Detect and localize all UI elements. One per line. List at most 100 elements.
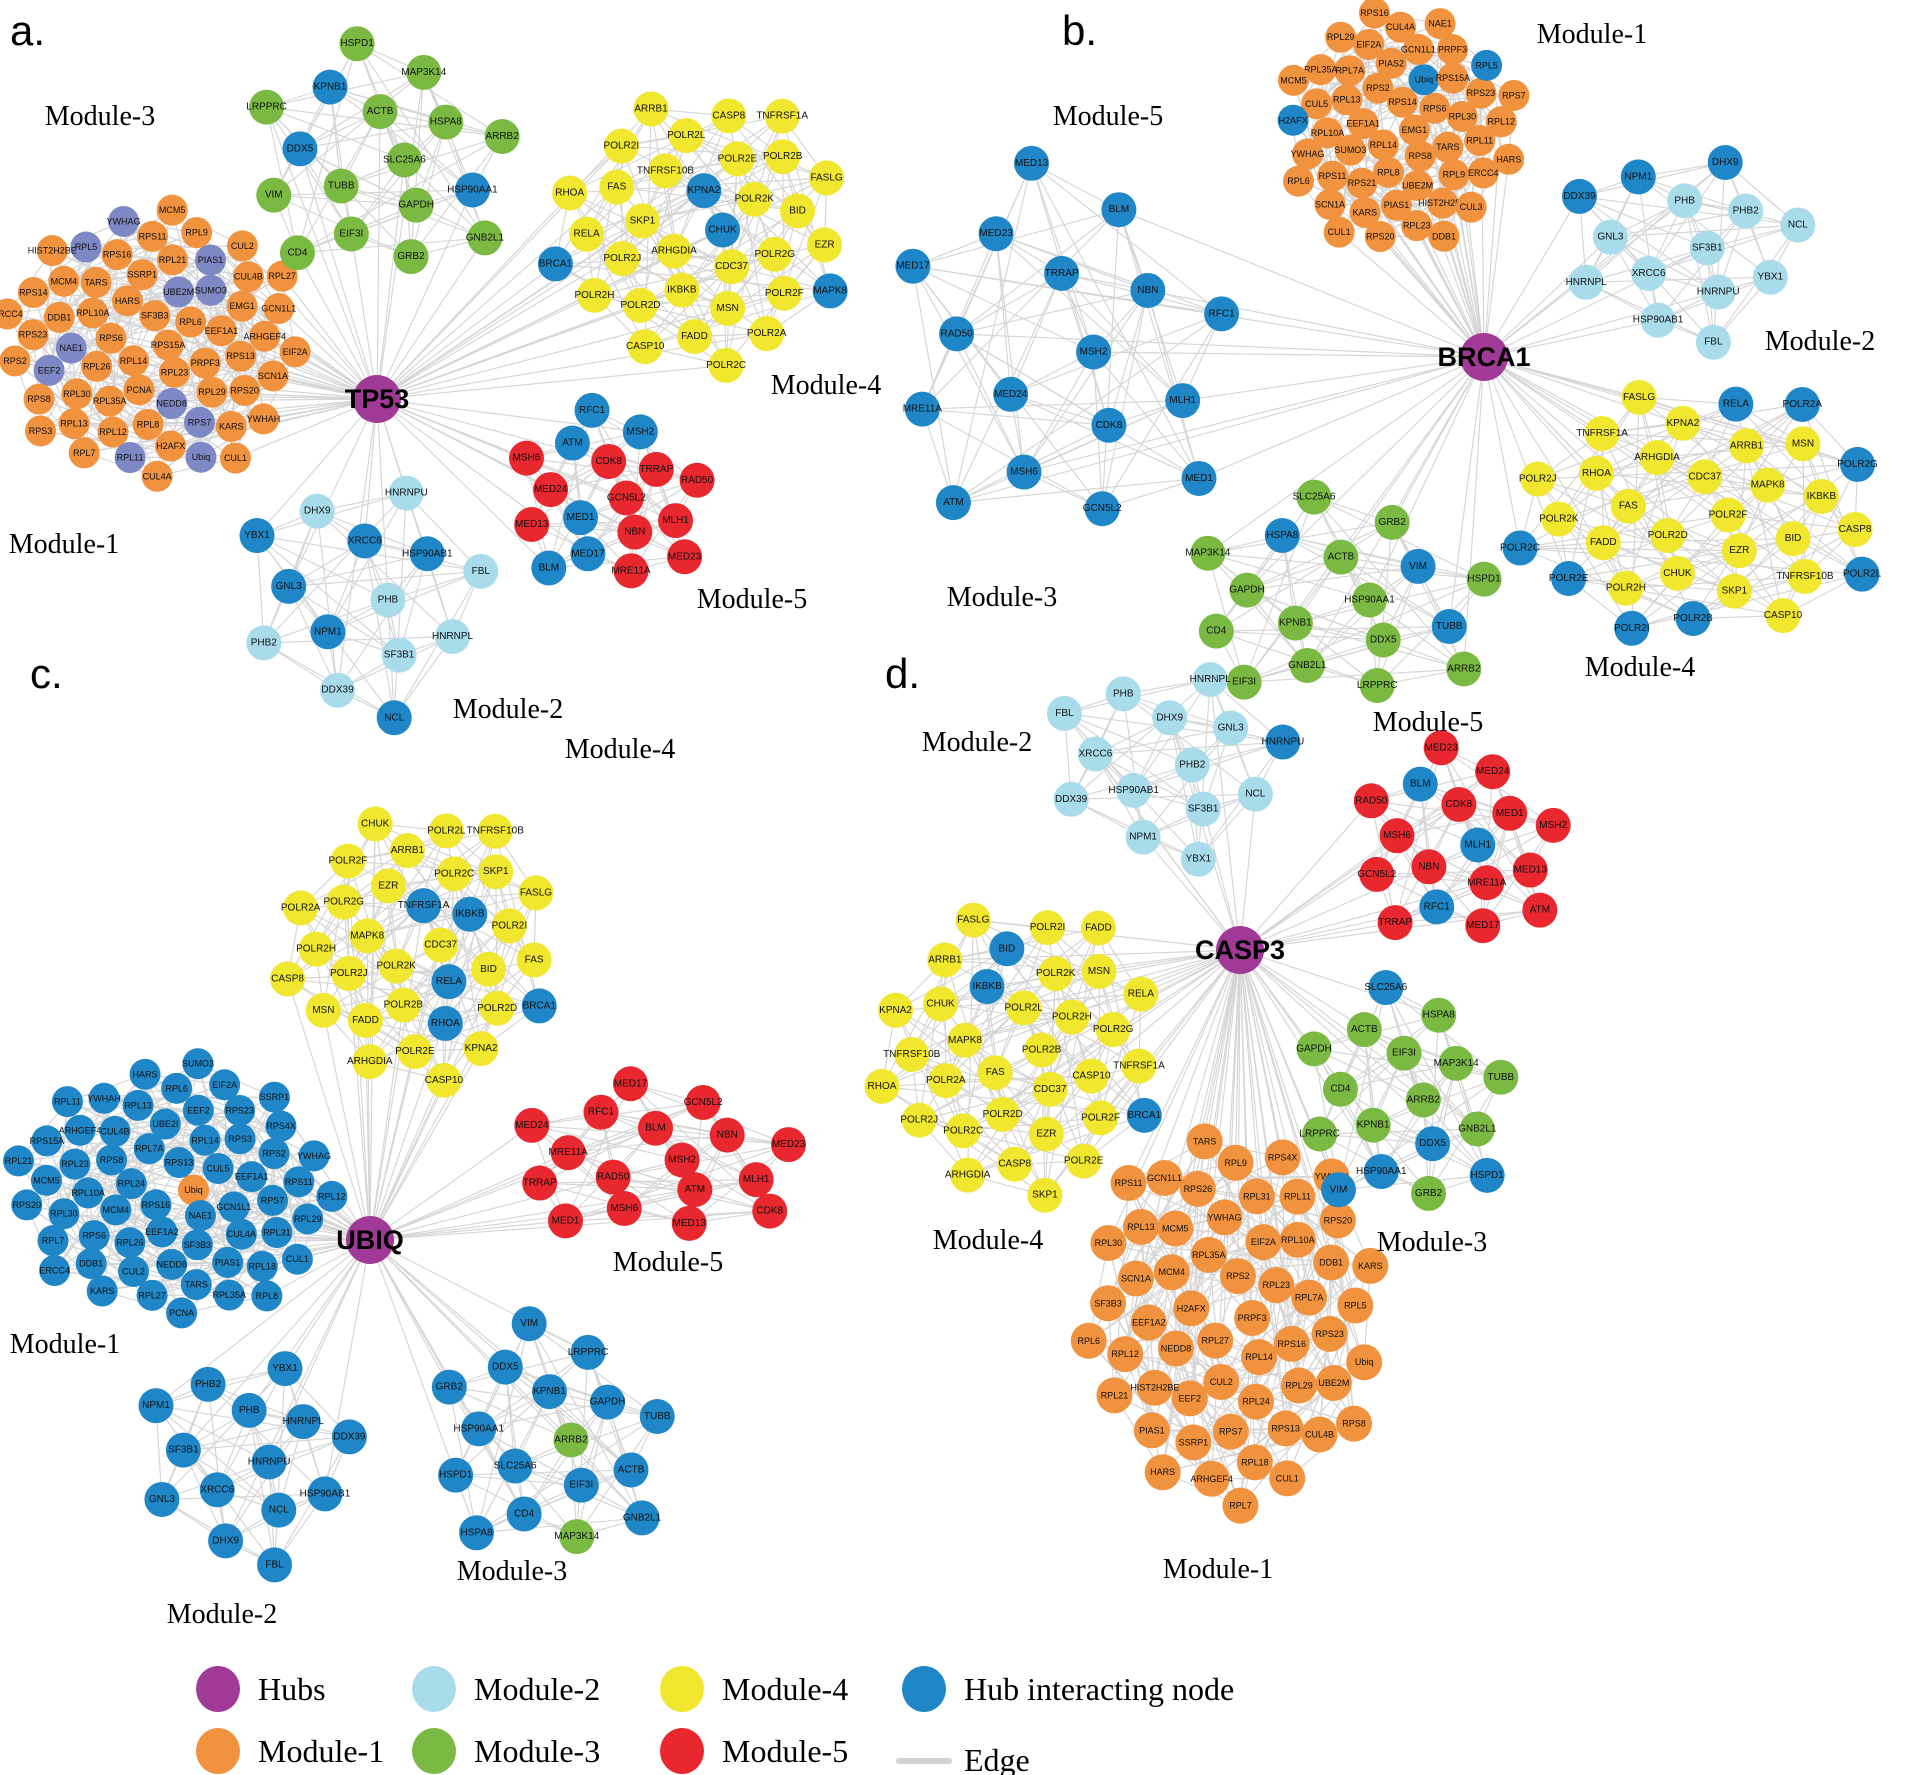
- network-node: [118, 345, 150, 377]
- network-node: [75, 1248, 107, 1280]
- network-node: [208, 1523, 244, 1559]
- network-node: [1568, 264, 1604, 300]
- hub-edge: [369, 1004, 404, 1241]
- hub-edge: [1391, 356, 1485, 523]
- network-node: [229, 374, 261, 406]
- network-node: [386, 142, 422, 178]
- edge: [1023, 351, 1095, 473]
- network-node: [370, 868, 406, 904]
- edge: [1061, 272, 1184, 402]
- edge: [263, 492, 407, 644]
- network-node: [225, 1218, 257, 1250]
- network-node: [265, 1110, 297, 1142]
- network-node: [569, 216, 605, 252]
- network-node: [624, 203, 660, 239]
- network-node: [1362, 72, 1394, 104]
- edge: [1625, 422, 1684, 589]
- network-node: [236, 1161, 268, 1193]
- hub-edge: [324, 1239, 371, 1495]
- hub-edge: [1128, 949, 1241, 1184]
- network-node: [1675, 600, 1711, 636]
- network-node: [685, 1085, 721, 1121]
- network-node: [1728, 193, 1764, 229]
- edge: [1215, 496, 1315, 632]
- network-node: [497, 1448, 533, 1484]
- network-node: [426, 1062, 462, 1098]
- hub-edge: [1182, 356, 1485, 402]
- legend-label-module-2: Module-2: [474, 1670, 601, 1707]
- edge: [921, 408, 1110, 426]
- hub-edge: [256, 398, 378, 537]
- edge: [766, 210, 799, 335]
- network-node: [251, 1444, 287, 1480]
- network-node: [516, 942, 552, 978]
- hub-swatch-icon: [196, 1666, 240, 1712]
- edge: [296, 43, 358, 254]
- network-node: [136, 1279, 168, 1311]
- network-node: [163, 276, 195, 308]
- network-node: [101, 239, 133, 271]
- network-node: [381, 637, 417, 673]
- edge: [316, 510, 454, 638]
- network-node: [292, 1203, 324, 1235]
- network-node: [1695, 324, 1731, 360]
- network-node: [477, 813, 513, 849]
- network-node: [738, 1162, 774, 1198]
- network-node: [1752, 259, 1788, 295]
- network-node: [1659, 555, 1695, 591]
- hub-edge: [1483, 195, 1581, 358]
- network-node: [166, 1297, 198, 1329]
- network-node: [256, 177, 292, 213]
- hub-edge: [1483, 356, 1748, 447]
- network-node: [257, 360, 289, 392]
- network-node: [1803, 478, 1839, 514]
- network-node: [205, 315, 237, 347]
- edge: [1246, 521, 1393, 591]
- network-node: [78, 1220, 110, 1252]
- hub-edge: [1423, 79, 1485, 358]
- hub-edge: [369, 871, 497, 1241]
- legend-label-module-4: Module-4: [722, 1670, 849, 1707]
- hub-edge: [376, 263, 557, 400]
- legend-item-module-2: Module-2: [412, 1666, 600, 1712]
- hub-edge: [369, 1048, 482, 1241]
- network-node: [80, 266, 112, 298]
- network-node: [1578, 455, 1614, 491]
- network-node: [1351, 582, 1387, 618]
- panel-letter-b: b.: [1062, 7, 1097, 54]
- network-node: [576, 277, 612, 313]
- hub-edge: [1154, 949, 1241, 1389]
- network-node: [612, 1066, 648, 1102]
- network-node: [320, 672, 356, 708]
- hub-edge: [284, 1239, 371, 1370]
- network-node: [1775, 521, 1811, 557]
- module-label: Module-3: [45, 101, 155, 132]
- hub-edge: [1107, 949, 1241, 1304]
- hub-edge: [1239, 949, 1284, 1158]
- network-node: [239, 518, 275, 554]
- edge: [1637, 176, 1771, 278]
- network-node: [1610, 488, 1646, 524]
- network-node: [1204, 296, 1240, 332]
- network-node: [347, 1002, 383, 1038]
- edge: [440, 830, 496, 946]
- legend-item-module-1: Module-1: [196, 1728, 384, 1774]
- network-node: [219, 442, 251, 474]
- network-node: [271, 568, 307, 604]
- network-node: [161, 1072, 193, 1104]
- network-node: [764, 98, 800, 134]
- network-node: [1424, 8, 1456, 40]
- network-node: [1427, 187, 1459, 219]
- network-node: [1375, 47, 1407, 79]
- network-node: [406, 54, 442, 90]
- edge: [1684, 200, 1714, 343]
- network-node: [1014, 145, 1050, 181]
- network-node: [17, 277, 49, 309]
- network-node: [11, 1189, 43, 1221]
- network-node: [431, 964, 467, 1000]
- network-node: [1467, 157, 1499, 189]
- network-node: [1408, 64, 1440, 96]
- network-node: [570, 1334, 606, 1370]
- network-node: [165, 1432, 201, 1468]
- hub-edge: [952, 356, 1485, 504]
